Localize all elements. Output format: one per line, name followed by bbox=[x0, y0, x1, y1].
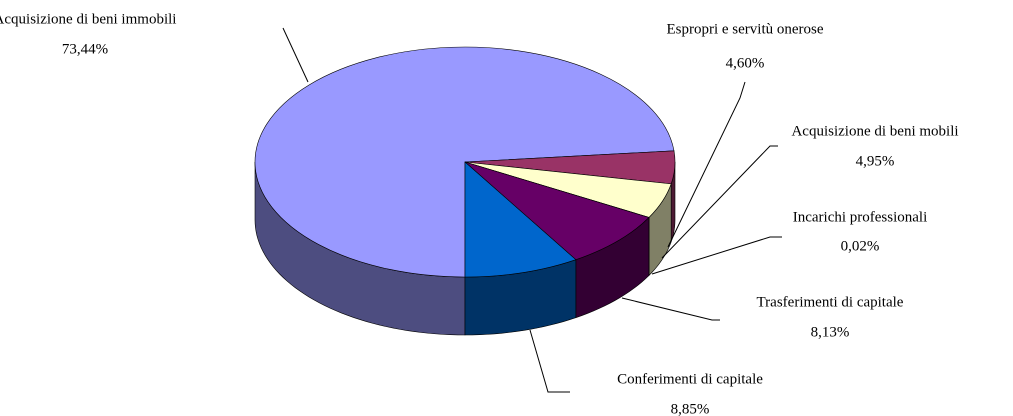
slice-label: Incarichi professionali bbox=[793, 209, 928, 225]
slice-label: Conferimenti di capitale bbox=[617, 371, 763, 387]
slice-label: Espropri e servitù onerose bbox=[666, 21, 823, 37]
slice-value-label: 8,13% bbox=[811, 324, 850, 340]
leader-line bbox=[667, 81, 746, 248]
leader-line bbox=[529, 329, 570, 393]
slice-value-label: 8,85% bbox=[671, 401, 710, 416]
leader-line bbox=[661, 145, 778, 259]
slice-value-label: 4,95% bbox=[856, 153, 895, 169]
slice-label: Acquisizione di beni immobili bbox=[0, 11, 176, 27]
leader-line bbox=[621, 297, 720, 321]
slice bbox=[464, 161, 650, 261]
leader-line bbox=[282, 27, 309, 83]
slice-label: Acquisizione di beni mobili bbox=[791, 123, 958, 139]
slice-value-label: 4,60% bbox=[726, 55, 765, 71]
leader-line bbox=[651, 236, 782, 275]
slice bbox=[254, 46, 675, 278]
slice-value-label: 73,44% bbox=[62, 41, 108, 57]
slice-value-label: 0,02% bbox=[841, 238, 880, 254]
slice bbox=[464, 161, 577, 278]
slice-label: Trasferimenti di capitale bbox=[757, 294, 904, 310]
